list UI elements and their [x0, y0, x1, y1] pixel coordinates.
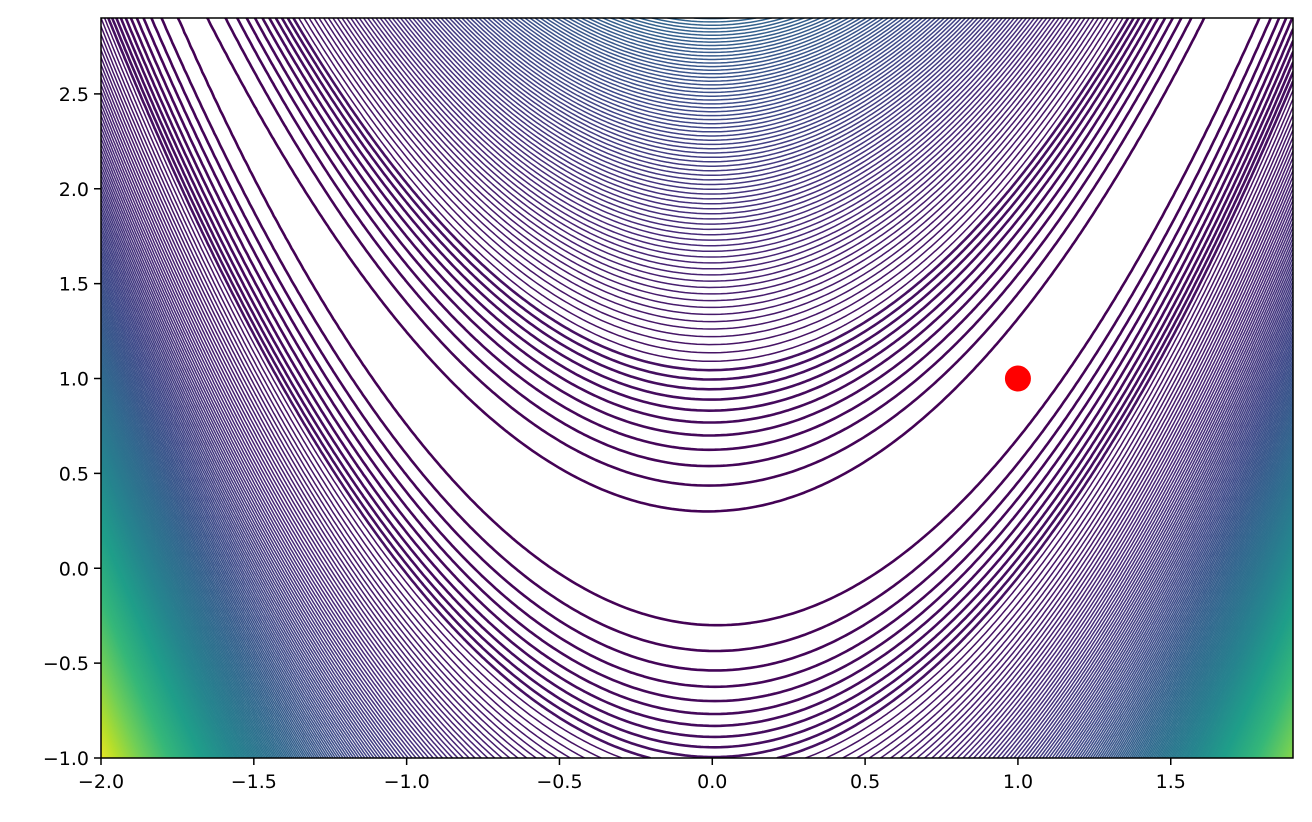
plot-area — [101, 18, 1293, 758]
y-tick-label: 2.5 — [59, 84, 89, 106]
contour-level-170 — [101, 18, 1293, 758]
y-tick-label: 0.0 — [59, 558, 89, 580]
contour-level-430 — [101, 18, 1293, 758]
contour-level-350 — [101, 18, 1293, 758]
contour-lines — [101, 18, 1293, 758]
contour-level-250 — [101, 18, 1293, 758]
contour-level-100 — [110, 18, 1293, 758]
x-tick-label: −1.0 — [384, 771, 430, 793]
x-tick-label: −0.5 — [536, 771, 582, 793]
x-tick-label: −1.5 — [231, 771, 277, 793]
contour-level-380 — [101, 18, 1293, 758]
y-tick-label: 1.5 — [59, 274, 89, 296]
x-tick-label: 0.0 — [697, 771, 727, 793]
minimum-marker — [1004, 365, 1031, 392]
y-tick-label: −0.5 — [43, 653, 89, 675]
markers — [1004, 365, 1031, 392]
contour-level-130 — [101, 18, 1293, 758]
y-tick-label: 2.0 — [59, 179, 89, 201]
y-axis: −1.0 −0.5 0.0 0.5 1.0 1.5 2.0 2.5 — [43, 84, 101, 770]
contour-level-320 — [101, 18, 1293, 758]
contour-level-160 — [101, 18, 1293, 758]
x-axis: −2.0 −1.5 −1.0 −0.5 0.0 0.5 1.0 1.5 — [78, 758, 1186, 793]
contour-level-90 — [115, 18, 1293, 749]
contour-level-40 — [142, 18, 1288, 689]
x-tick-label: 0.5 — [850, 771, 880, 793]
contour-level-230 — [101, 18, 1293, 758]
contour-level-330 — [101, 18, 1293, 758]
contour-level-370 — [101, 18, 1293, 758]
contour-level-120 — [103, 18, 1293, 758]
contour-level-440 — [101, 18, 1293, 758]
contour-level-150 — [101, 18, 1293, 758]
contour-level-60 — [129, 18, 1293, 716]
y-tick-label: 0.5 — [59, 463, 89, 485]
contour-level-420 — [101, 18, 1293, 758]
contour-level-450 — [101, 18, 1293, 758]
contour-level-400 — [101, 18, 1293, 758]
y-tick-label: 1.0 — [59, 369, 89, 391]
contour-level-410 — [101, 18, 1293, 758]
contour-level-190 — [101, 18, 1293, 758]
x-tick-label: 1.5 — [1156, 771, 1186, 793]
contour-level-200 — [101, 18, 1293, 758]
contour-level-300 — [101, 18, 1293, 758]
contour-level-240 — [101, 18, 1293, 758]
contour-level-460 — [101, 18, 1293, 758]
contour-level-210 — [101, 18, 1293, 758]
contour-level-10 — [176, 18, 1261, 627]
contour-level-30 — [150, 18, 1281, 672]
contour-level-390 — [101, 18, 1293, 758]
contour-level-50 — [135, 18, 1293, 703]
contour-level-70 — [124, 18, 1293, 728]
x-tick-label: −2.0 — [78, 771, 124, 793]
contour-level-220 — [101, 18, 1293, 758]
contour-level-310 — [101, 18, 1293, 758]
contour-level-290 — [101, 18, 1293, 758]
contour-level-280 — [101, 18, 1293, 758]
y-tick-label: −1.0 — [43, 748, 89, 770]
contour-level-80 — [119, 18, 1293, 739]
contour-level-110 — [107, 18, 1293, 758]
contour-level-260 — [101, 18, 1293, 758]
contour-level-470 — [101, 18, 1293, 758]
contour-level-20 — [160, 18, 1272, 653]
contour-level-270 — [101, 18, 1293, 758]
contour-level-140 — [101, 18, 1293, 758]
contour-level-340 — [101, 18, 1293, 758]
x-tick-label: 1.0 — [1003, 771, 1033, 793]
contour-level-180 — [101, 18, 1293, 758]
